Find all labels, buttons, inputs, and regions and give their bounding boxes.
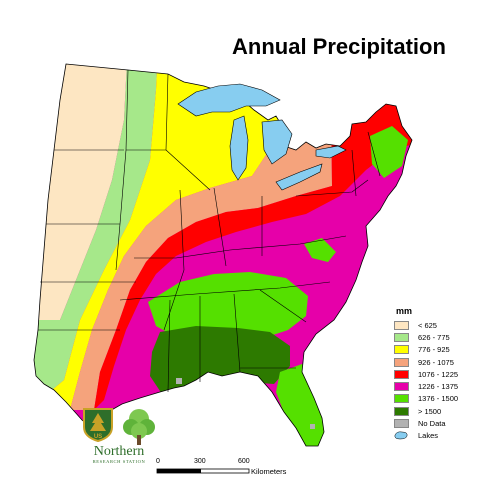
tree-logo-icon <box>123 409 155 445</box>
legend-swatch <box>394 320 409 330</box>
state-borders <box>38 69 381 393</box>
lake-superior <box>177 83 281 117</box>
legend-item: 626 - 775 <box>394 331 500 343</box>
great-lakes <box>177 83 347 191</box>
legend-label: 776 - 925 <box>418 345 450 355</box>
legend-label: No Data <box>418 419 446 429</box>
zone-appalachian <box>304 238 336 262</box>
no-data-patch <box>310 424 315 429</box>
legend-swatch <box>394 419 409 429</box>
scale-unit: Kilometers <box>251 467 287 476</box>
org-subtitle: RESEARCH STATION <box>92 459 146 464</box>
legend-label: 626 - 775 <box>418 332 450 342</box>
zone-under-625 <box>34 64 130 320</box>
state-border <box>115 69 129 271</box>
land-border <box>33 63 413 447</box>
scale-tick-label: 600 <box>238 458 250 465</box>
legend: mm < 625 626 - 775 776 - 925 926 - 1075 … <box>394 306 500 442</box>
state-border <box>259 289 307 323</box>
lake-michigan <box>229 115 249 181</box>
legend-label: < 625 <box>418 320 437 330</box>
legend-swatch <box>394 357 409 367</box>
state-border <box>351 149 357 197</box>
state-border <box>163 189 185 331</box>
legend-label: 1076 - 1225 <box>418 369 459 379</box>
legend-item: 1076 - 1225 <box>394 368 500 380</box>
legend-label: Lakes <box>418 431 439 441</box>
org-name: Northern <box>93 444 145 459</box>
legend-swatch <box>394 406 409 416</box>
lake-icon <box>394 431 408 440</box>
state-border <box>167 299 171 393</box>
state-border <box>233 293 241 373</box>
state-border <box>367 131 381 177</box>
zone-new-england-green <box>370 126 408 178</box>
legend-swatch <box>394 382 409 392</box>
lake-ontario <box>315 145 347 159</box>
logos: US Northern RESEARCH STATION <box>78 405 160 477</box>
scale-tick-label: 0 <box>156 458 160 465</box>
forest-service-shield-logo: US <box>83 408 113 443</box>
zone-florida-green <box>276 364 326 446</box>
scale-tick-label: 300 <box>194 458 206 465</box>
legend-item: 1226 - 1375 <box>394 380 500 392</box>
zone-926-1075 <box>70 64 332 410</box>
lake-erie <box>275 163 323 191</box>
shield-text: US <box>94 434 102 440</box>
scale-bar: 0 300 600 Kilometers <box>156 458 326 478</box>
legend-item: No Data <box>394 417 500 429</box>
legend-item: 776 - 925 <box>394 344 500 356</box>
legend-item: > 1500 <box>394 405 500 417</box>
state-border <box>165 149 211 191</box>
legend-item: 926 - 1075 <box>394 356 500 368</box>
legend-swatch <box>394 345 409 355</box>
northern-research-station-logo: Northern RESEARCH STATION <box>78 445 160 465</box>
legend-title: mm <box>396 306 413 316</box>
legend-swatch <box>394 394 409 404</box>
legend-label: 926 - 1075 <box>418 357 454 367</box>
legend-label: 1226 - 1375 <box>418 382 459 392</box>
state-border <box>119 281 331 301</box>
state-border <box>295 179 369 197</box>
legend-label: 1376 - 1500 <box>418 394 459 404</box>
legend-swatch <box>394 332 409 342</box>
legend-item: 1376 - 1500 <box>394 393 500 405</box>
lake-huron <box>261 119 293 165</box>
state-border <box>213 187 227 267</box>
scale-bar-graphic <box>156 468 250 474</box>
legend-swatch <box>394 369 409 379</box>
no-data-patch <box>176 378 182 384</box>
state-border <box>134 235 347 259</box>
legend-item: < 625 <box>394 319 500 331</box>
map-title: Annual Precipitation <box>232 34 446 59</box>
legend-item-lakes: Lakes <box>394 430 500 442</box>
legend-label: > 1500 <box>418 406 442 416</box>
